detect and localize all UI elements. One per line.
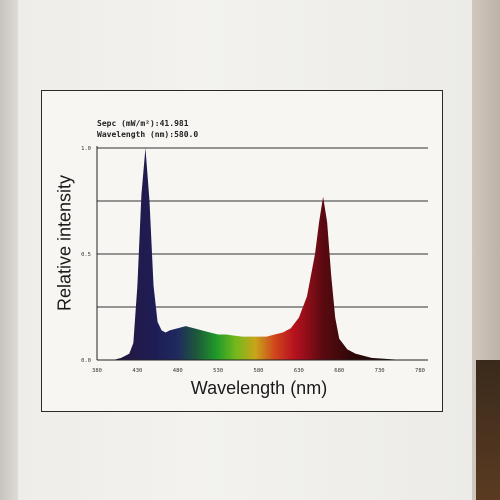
x-tick-label: 580 (254, 368, 264, 374)
x-tick-label: 680 (334, 368, 344, 374)
wavelength-readout: Wavelength (nm):580.0 (97, 130, 199, 139)
x-axis-label: Wavelength (nm) (190, 378, 328, 398)
y-tick-label: 1.0 (81, 146, 91, 152)
x-tick-label: 430 (132, 368, 142, 374)
x-tick-label: 780 (415, 368, 425, 374)
x-tick-label: 630 (294, 368, 304, 374)
y-axis-label: Relative intensity (54, 174, 75, 312)
x-tick-label: 480 (173, 368, 183, 374)
axes (96, 146, 428, 361)
x-tick-label: 380 (92, 368, 102, 374)
package-corner (476, 360, 500, 500)
y-tick-label: 0.0 (81, 358, 91, 364)
y-tick-label: 0.5 (81, 252, 91, 258)
tick-labels: 380 430 480 530 580 630 680 730 780 0.0 0.5 1.0 (81, 146, 425, 374)
spec-readout: Sepc (mW/m²):41.981 (97, 119, 189, 128)
background-shadow (0, 0, 18, 500)
x-tick-label: 730 (375, 368, 385, 374)
x-tick-label: 530 (213, 368, 223, 374)
grid-lines (97, 147, 428, 308)
